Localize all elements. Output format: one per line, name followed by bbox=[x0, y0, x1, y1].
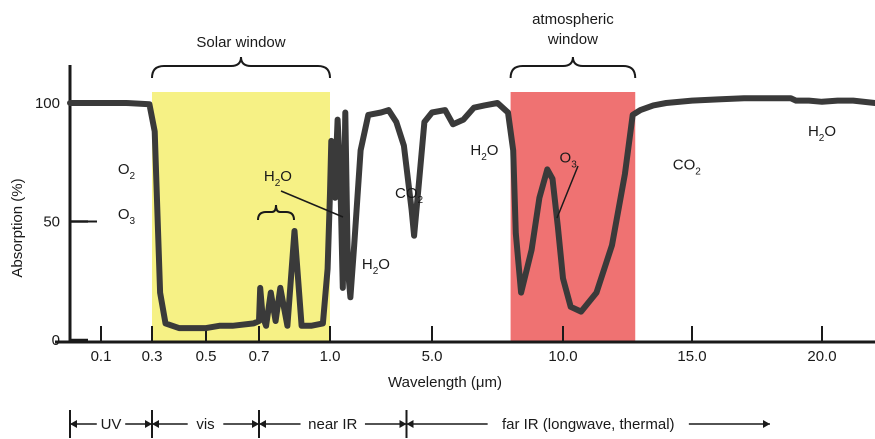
band-arrowhead bbox=[763, 420, 770, 428]
window-brace bbox=[151, 56, 331, 79]
molecule-label: O3 bbox=[560, 149, 578, 170]
band-arrowhead bbox=[252, 420, 259, 428]
molecule-label: CO2 bbox=[673, 156, 702, 177]
x-axis-title: Wavelength (μm) bbox=[388, 374, 502, 391]
band-arrowhead bbox=[399, 420, 407, 428]
band-arrowhead bbox=[70, 420, 77, 428]
window-label: atmospheric bbox=[532, 11, 614, 28]
window-region bbox=[152, 92, 330, 342]
ticks: 0 50 100 0.1 0.3 0.5 0.7 1.0 5.0 10.0 15.0 20.0 bbox=[35, 95, 837, 365]
x-tick-label: 10.0 bbox=[548, 348, 577, 365]
band-label: far IR (longwave, thermal) bbox=[502, 416, 675, 433]
band-label: vis bbox=[196, 416, 214, 433]
band-label: UV bbox=[101, 416, 122, 433]
spectral-bands: UV vis near IR far IR (longwave, thermal) bbox=[69, 410, 770, 438]
band-label: near IR bbox=[308, 416, 357, 433]
band-arrowhead bbox=[259, 420, 266, 428]
annotations: O2 O3 H2O CO2 H2O H2O O3 CO2 H2O bbox=[87, 123, 836, 277]
molecule-label: H2O bbox=[808, 123, 836, 144]
molecule-label: H2O bbox=[470, 142, 498, 163]
absorption-line bbox=[67, 95, 875, 332]
band-arrowhead bbox=[145, 420, 152, 428]
h2o-leader bbox=[280, 190, 344, 218]
window-backgrounds: Solar window atmospheric window bbox=[151, 11, 637, 342]
molecule-label: O2 bbox=[118, 161, 136, 182]
x-tick-label: 20.0 bbox=[807, 348, 836, 365]
x-tick-label: 0.3 bbox=[142, 348, 163, 365]
axes bbox=[55, 65, 875, 344]
band-arrowhead bbox=[406, 420, 414, 428]
x-tick-label: 0.7 bbox=[249, 348, 270, 365]
molecule-label: H2O bbox=[264, 168, 292, 189]
series bbox=[67, 95, 875, 332]
y-tick-label: 0 bbox=[52, 332, 60, 349]
o3-leader-2 bbox=[556, 165, 579, 219]
x-tick-label: 0.5 bbox=[196, 348, 217, 365]
x-tick-label: 1.0 bbox=[320, 348, 341, 365]
molecule-label: H2O bbox=[362, 256, 390, 277]
window-brace bbox=[509, 56, 637, 79]
x-tick-label: 5.0 bbox=[422, 348, 443, 365]
window-label: Solar window bbox=[196, 34, 285, 51]
band-arrowhead bbox=[152, 420, 159, 428]
y-axis-title: Absorption (%) bbox=[9, 178, 26, 277]
y-tick-label: 50 bbox=[43, 214, 60, 231]
molecule-label: O3 bbox=[118, 206, 136, 227]
y-tick-label: 100 bbox=[35, 95, 60, 112]
x-tick-label: 0.1 bbox=[91, 348, 112, 365]
window-label: window bbox=[547, 31, 598, 48]
molecule-label: CO2 bbox=[395, 185, 424, 206]
x-tick-label: 15.0 bbox=[677, 348, 706, 365]
h2o-brace bbox=[257, 204, 295, 221]
